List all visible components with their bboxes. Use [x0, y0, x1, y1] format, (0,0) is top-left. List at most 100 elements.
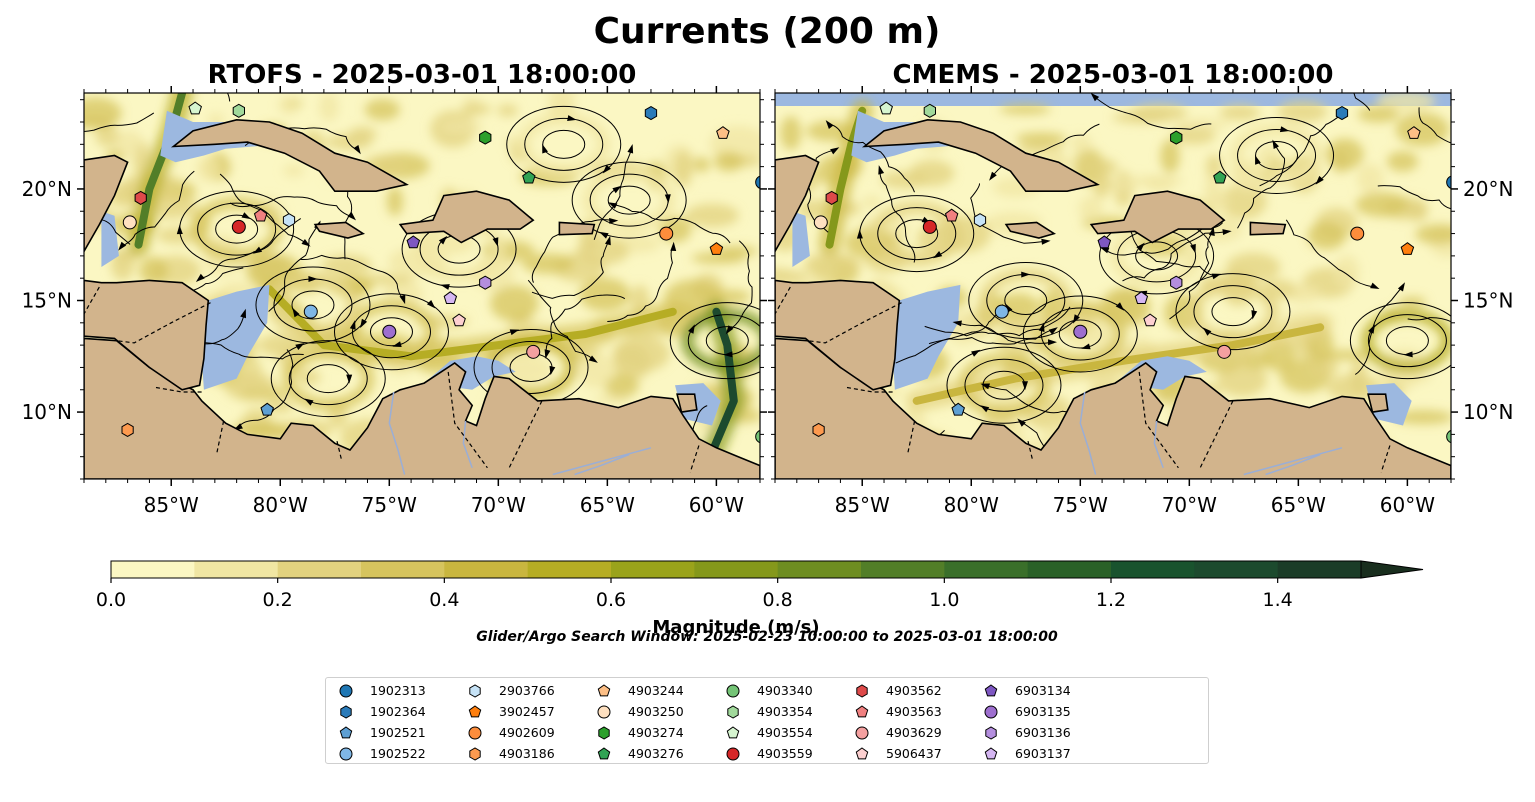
streamline-arrow [1377, 20, 1385, 29]
streamline-arrow [353, 145, 361, 155]
platform-marker-4903274 [479, 130, 492, 145]
legend-item-2903766: 2903766 [467, 683, 555, 698]
colorbar-segment [527, 561, 612, 578]
streamline-arrow [609, 218, 619, 224]
streamline-arrow [679, 493, 685, 502]
streamline [828, 123, 915, 193]
streamline [1127, 219, 1218, 277]
y-tick-label: 20°N [22, 177, 72, 201]
platform-marker-3902457 [709, 242, 724, 255]
field-cell [577, 351, 614, 389]
y-tick-label: 10°N [22, 400, 72, 424]
streamline-arrow [25, 137, 34, 143]
colorbar-extend-arrow [1360, 560, 1424, 579]
streamline-arrow [542, 144, 548, 154]
streamline [1135, 241, 1179, 271]
legend-marker-4903629 [855, 726, 869, 739]
x-tick-label: 65°W [580, 493, 635, 517]
legend-marker-3902457 [468, 704, 482, 717]
streamline-arrow [360, 318, 368, 329]
streamline [728, 240, 753, 331]
streamline [1175, 273, 1291, 351]
river [1153, 420, 1164, 469]
field-cell [283, 164, 305, 177]
field-cell [258, 333, 309, 358]
streamline [1349, 302, 1451, 380]
legend-item-4903354: 4903354 [725, 704, 813, 719]
legend-marker-icon [985, 725, 997, 740]
streamline-arrow [612, 185, 622, 194]
current-jet [134, 93, 187, 249]
legend-label: 4903244 [628, 682, 684, 698]
streamline [571, 161, 687, 239]
platform-marker-4903250 [122, 215, 137, 230]
streamline [351, 305, 431, 359]
legend-item-4903562: 4903562 [854, 683, 942, 698]
legend-item-6903134: 6903134 [983, 683, 1071, 698]
platform-marker-4903340 [755, 429, 760, 444]
colorbar: 0.0 0.2 0.4 0.6 0.8 1.0 1.2 1.4 [96, 560, 1424, 611]
colorbar-tick-label: 1.2 [1096, 589, 1126, 611]
streamline [369, 317, 413, 347]
streamline [877, 207, 957, 261]
legend-item-4903554: 4903554 [725, 725, 813, 740]
river [462, 420, 473, 469]
streamline [1418, 107, 1451, 144]
streamline-arrow [980, 383, 990, 390]
streamline-arrow [1048, 339, 1057, 346]
legend-label: 6903135 [1015, 703, 1071, 719]
map-area [25, 93, 760, 502]
streamlines [805, 20, 1451, 479]
streamline-arrow [1022, 381, 1028, 391]
legend-item-4902609: 4902609 [467, 725, 555, 740]
colorbar-tick-label: 0.2 [263, 589, 293, 611]
colorbar-tick-label: 0.8 [763, 589, 793, 611]
legend-marker-icon [597, 705, 611, 718]
field-cell [1225, 252, 1281, 283]
country-border [1138, 371, 1179, 469]
land [398, 190, 535, 244]
land [84, 279, 210, 391]
legend-item-4903563: 4903563 [854, 704, 942, 719]
field-cell [1415, 224, 1451, 245]
streamline-arrow [980, 405, 990, 413]
colorbar-segment [194, 561, 279, 578]
streamline [895, 307, 1001, 364]
legend-marker-4903340 [726, 684, 740, 697]
legend-marker-1902521 [339, 725, 353, 738]
river [1243, 447, 1343, 476]
field-cell [224, 371, 276, 402]
field-cell [1220, 184, 1267, 219]
platform-marker-4903276 [522, 170, 536, 184]
streamline-arrow [602, 164, 611, 174]
y-tick-label: 10°N [1463, 400, 1513, 424]
colorbar-tick-label: 0.4 [429, 589, 459, 611]
platform-marker-6903135 [1073, 324, 1088, 339]
map-area [775, 20, 1451, 479]
streamline-arrow [664, 194, 671, 204]
platform-marker-4903186 [812, 422, 825, 437]
legend-label: 5906437 [886, 745, 942, 761]
field-cell [1171, 125, 1216, 145]
map-panel-rtofs: 85°W 80°W 75°W 70°W 65°W 60°W 10°N 15°N 20°N [22, 86, 767, 517]
streamline [1004, 286, 1048, 316]
legend-marker-icon [469, 683, 481, 698]
x-tick-label: 80°W [944, 493, 999, 517]
river [552, 447, 652, 476]
field-cell [326, 133, 372, 151]
platform-marker-1902521 [260, 402, 274, 416]
streamline [612, 203, 731, 244]
streamline [288, 352, 368, 406]
x-tick-label: 70°W [1162, 493, 1217, 517]
land [1249, 221, 1287, 236]
legend-marker-icon [598, 725, 610, 740]
land [775, 154, 820, 254]
legend-marker-icon [726, 725, 740, 738]
legend-marker-4903562 [856, 683, 868, 698]
field-cell [461, 103, 492, 115]
streamline-arrow [349, 320, 356, 330]
legend-marker-6903136 [985, 725, 997, 740]
legend-label: 4903274 [628, 724, 684, 740]
colorbar-tick-label: 1.4 [1263, 589, 1293, 611]
legend-item-1902313: 1902313 [338, 683, 426, 698]
